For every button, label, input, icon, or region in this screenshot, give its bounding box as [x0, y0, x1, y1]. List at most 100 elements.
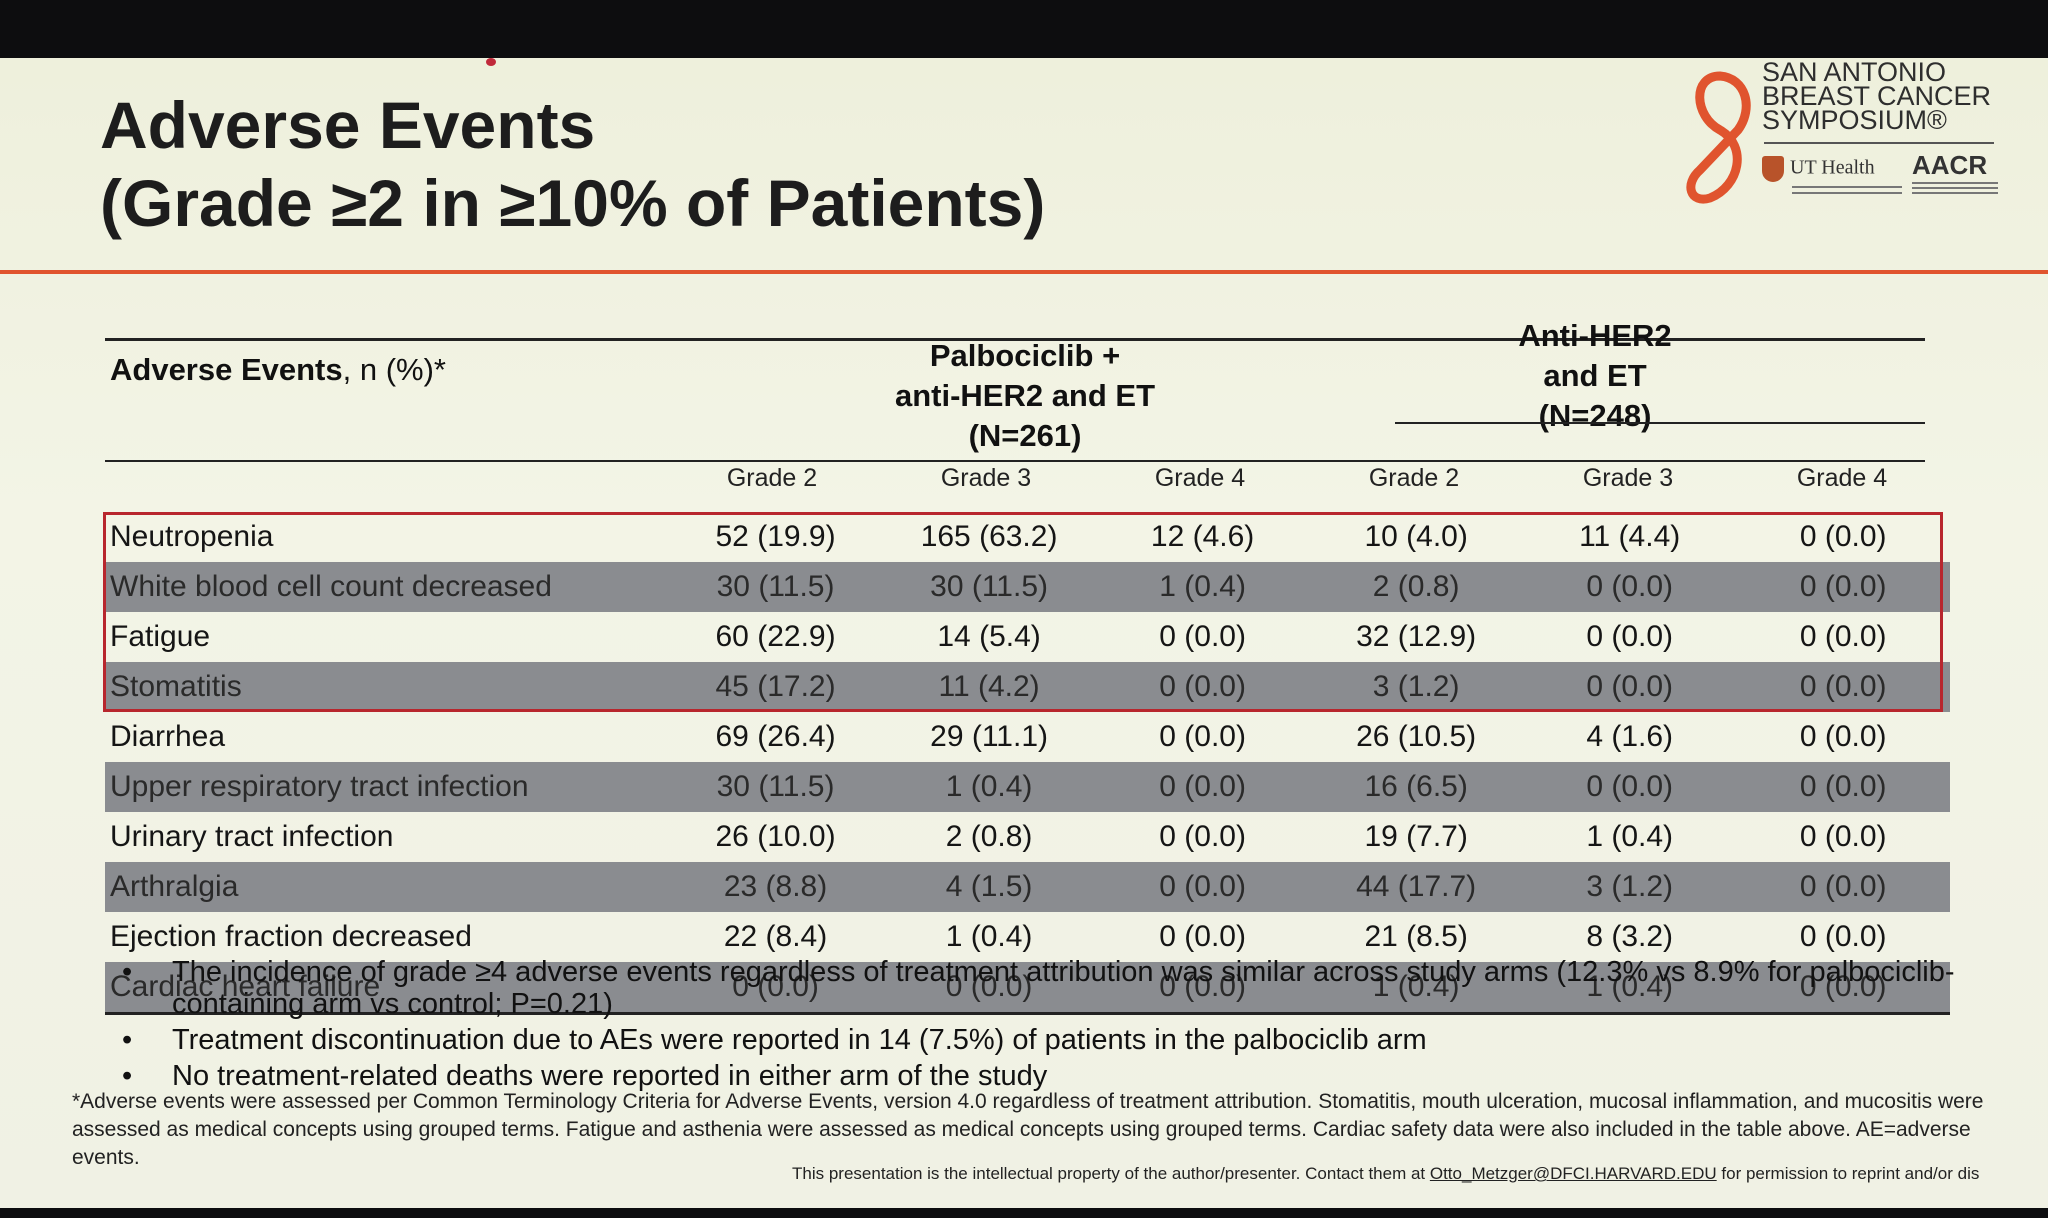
table-cell: 3 (1.2)	[1372, 670, 1460, 703]
title-line-1: Adverse Events	[100, 88, 596, 162]
table-cell: 3 (1.2)	[1586, 870, 1674, 903]
group2-line-3: (N=248)	[1538, 398, 1652, 433]
row-label: Fatigue	[110, 620, 211, 653]
group2-rule	[1395, 422, 1925, 424]
grade-header: Grade 2	[726, 464, 818, 492]
table-header-label: Adverse Events, n (%)*	[110, 352, 446, 388]
header-label-rest: , n (%)*	[342, 352, 446, 387]
table-cell: 29 (11.1)	[930, 720, 1048, 753]
table-cell: 10 (4.0)	[1364, 520, 1468, 553]
table-cell: 0 (0.0)	[1799, 620, 1887, 653]
group1-line-2: anti-HER2 and ET	[894, 378, 1156, 413]
table-cell: 0 (0.0)	[1586, 770, 1674, 803]
table-cell: 0 (0.0)	[1799, 920, 1887, 953]
logo-line-2: BREAST CANCER	[1762, 81, 1992, 111]
table-cell: 0 (0.0)	[1799, 870, 1887, 903]
group1-line-1: Palbociclib +	[929, 338, 1121, 373]
table-cell: 0 (0.0)	[1159, 920, 1246, 953]
shield-icon	[1762, 156, 1784, 182]
table-row: Arthralgia 23 (8.8) 4 (1.5) 0 (0.0) 44 (…	[105, 862, 1950, 912]
table-cell: 0 (0.0)	[1799, 570, 1887, 603]
header-label-bold: Adverse Events	[110, 352, 343, 387]
table-cell: 165 (63.2)	[920, 520, 1058, 553]
logo-line-3: SYMPOSIUM®	[1762, 105, 1947, 135]
table-cell: 30 (11.5)	[930, 570, 1048, 603]
table-cell: 0 (0.0)	[1159, 720, 1246, 753]
ribbon-icon	[1686, 71, 1751, 204]
copyright-text: This presentation is the intellectual pr…	[792, 1164, 1430, 1183]
title-divider	[0, 270, 2048, 274]
table-cell: 11 (4.4)	[1579, 520, 1681, 553]
laser-dot	[486, 58, 496, 66]
aacr-subtext	[1912, 182, 1998, 184]
table-cell: 45 (17.2)	[715, 670, 836, 703]
table-row: Fatigue 60 (22.9) 14 (5.4) 0 (0.0) 32 (1…	[105, 612, 1950, 662]
group-palbociclib: Palbociclib + anti-HER2 and ET (N=261)	[745, 336, 1305, 456]
table-cell: 4 (1.5)	[945, 870, 1033, 903]
table-row: Stomatitis 45 (17.2) 11 (4.2) 0 (0.0) 3 …	[105, 662, 1950, 712]
table-cell: 12 (4.6)	[1150, 520, 1255, 553]
table-cell: 0 (0.0)	[1799, 720, 1887, 753]
table-top-rule	[105, 338, 1925, 341]
grade-header: Grade 2	[1368, 464, 1460, 492]
row-label: Ejection fraction decreased	[110, 920, 472, 953]
group-anti-her2: Anti-HER2 and ET (N=248)	[1395, 316, 1795, 436]
sabcs-logo: SAN ANTONIO BREAST CANCER SYMPOSIUM® UT …	[1680, 58, 2010, 210]
aacr-logo: AACR	[1912, 150, 1988, 180]
table-cell: 0 (0.0)	[1799, 770, 1887, 803]
table-cell: 44 (17.7)	[1356, 870, 1477, 903]
table-cell: 52 (19.9)	[715, 520, 836, 553]
table-row: Diarrhea 69 (26.4) 29 (11.1) 0 (0.0) 26 …	[105, 712, 1950, 762]
contact-email-link[interactable]: Otto_Metzger@DFCI.HARVARD.EDU	[1429, 1164, 1717, 1183]
table-row: Ejection fraction decreased 22 (8.4) 1 (…	[105, 912, 1950, 962]
table-cell: 0 (0.0)	[1159, 870, 1246, 903]
row-label: White blood cell count decreased	[110, 570, 552, 603]
grade-header: Grade 4	[1154, 464, 1246, 492]
table-cell: 0 (0.0)	[1159, 770, 1246, 803]
table-cell: 0 (0.0)	[1586, 570, 1674, 603]
table-cell: 0 (0.0)	[1799, 670, 1887, 703]
table-row: Urinary tract infection 26 (10.0) 2 (0.8…	[105, 812, 1950, 862]
table-cell: 30 (11.5)	[716, 770, 835, 803]
table-cell: 19 (7.7)	[1364, 820, 1468, 853]
table-cell: 1 (0.4)	[1159, 570, 1246, 603]
table-header-rule	[105, 460, 1925, 462]
table-cell: 0 (0.0)	[1799, 520, 1887, 553]
copyright-notice: This presentation is the intellectual pr…	[792, 1164, 1979, 1184]
table-cell: 1 (0.4)	[945, 920, 1033, 953]
table-cell: 2 (0.8)	[945, 820, 1033, 853]
table-cell: 21 (8.5)	[1364, 920, 1468, 953]
bullet-item: No treatment-related deaths were reporte…	[122, 1060, 1992, 1092]
table-row: Neutropenia 52 (19.9) 165 (63.2) 12 (4.6…	[105, 512, 1950, 562]
row-label: Urinary tract infection	[110, 820, 394, 853]
table-cell: 26 (10.0)	[715, 820, 836, 853]
table-cell: 23 (8.8)	[723, 870, 828, 903]
table-cell: 26 (10.5)	[1356, 720, 1477, 753]
table-cell: 14 (5.4)	[937, 620, 1041, 653]
bullet-list: The incidence of grade ≥4 adverse events…	[122, 956, 1992, 1096]
table-row: White blood cell count decreased 30 (11.…	[105, 562, 1950, 612]
footnote: *Adverse events were assessed per Common…	[72, 1090, 1984, 1169]
bullet-item: Treatment discontinuation due to AEs wer…	[122, 1024, 1992, 1056]
table-cell: 32 (12.9)	[1356, 620, 1477, 653]
table-cell: 22 (8.4)	[723, 920, 828, 953]
row-label: Neutropenia	[110, 520, 274, 553]
table-cell: 8 (3.2)	[1586, 920, 1674, 953]
table-cell: 0 (0.0)	[1159, 820, 1246, 853]
table-cell: 0 (0.0)	[1586, 670, 1674, 703]
table-cell: 11 (4.2)	[938, 670, 1040, 703]
slide: Adverse Events (Grade ≥2 in ≥10% of Pati…	[0, 58, 2048, 1208]
row-label: Upper respiratory tract infection	[110, 770, 529, 803]
group1-line-3: (N=261)	[968, 418, 1082, 453]
logo-line-1: SAN ANTONIO	[1762, 58, 1947, 87]
table-cell: 0 (0.0)	[1799, 820, 1887, 853]
table-cell: 69 (26.4)	[715, 720, 836, 753]
table-cell: 0 (0.0)	[1586, 620, 1674, 653]
bullet-item: The incidence of grade ≥4 adverse events…	[122, 956, 1992, 1020]
logo-divider	[1764, 142, 1994, 144]
table-cell: 60 (22.9)	[715, 620, 836, 653]
table-body: Neutropenia 52 (19.9) 165 (63.2) 12 (4.6…	[103, 512, 1950, 1015]
table-cell: 2 (0.8)	[1372, 570, 1460, 603]
slide-title: Adverse Events (Grade ≥2 in ≥10% of Pati…	[100, 86, 1400, 242]
table-cell: 1 (0.4)	[945, 770, 1033, 803]
